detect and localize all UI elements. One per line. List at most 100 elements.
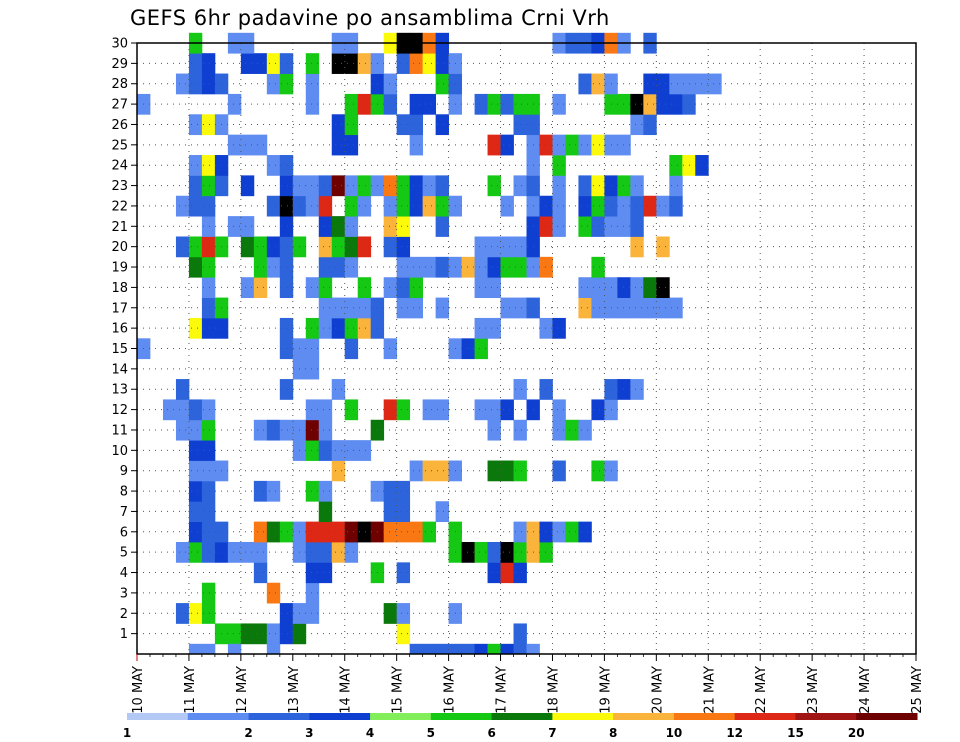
heatmap-cell bbox=[344, 216, 359, 237]
heatmap-cell bbox=[331, 379, 346, 400]
heatmap-cell bbox=[331, 236, 346, 258]
colorbar-label: 4 bbox=[366, 726, 374, 740]
colorbar-label: 5 bbox=[427, 726, 435, 740]
heatmap-cell bbox=[318, 297, 333, 319]
heatmap-cell bbox=[435, 53, 449, 74]
heatmap-cell bbox=[591, 297, 605, 319]
x-tick-label: 23 MAY bbox=[806, 666, 821, 714]
heatmap-cell bbox=[357, 53, 372, 74]
heatmap-cell bbox=[318, 562, 333, 584]
heatmap-cell bbox=[357, 277, 372, 298]
heatmap-cell bbox=[279, 175, 294, 197]
heatmap-cell bbox=[630, 114, 644, 136]
heatmap-cell bbox=[201, 175, 216, 197]
heatmap-cell bbox=[513, 114, 527, 136]
heatmap-cell bbox=[396, 399, 411, 421]
heatmap-cell bbox=[240, 134, 255, 156]
y-tick-label: 23 bbox=[111, 179, 128, 194]
heatmap-cell bbox=[201, 419, 216, 441]
heatmap-cell bbox=[461, 338, 475, 360]
y-tick-label: 13 bbox=[111, 383, 128, 398]
heatmap-cell bbox=[630, 216, 644, 237]
heatmap-cell bbox=[318, 521, 333, 543]
heatmap-cell bbox=[409, 114, 424, 136]
heatmap-cell bbox=[643, 73, 657, 95]
colorbar-segment bbox=[673, 713, 736, 720]
heatmap-cell bbox=[396, 236, 411, 258]
heatmap-cell bbox=[669, 73, 683, 95]
heatmap-cell bbox=[175, 379, 190, 400]
heatmap-cell bbox=[305, 521, 320, 543]
heatmap-cell bbox=[240, 216, 255, 237]
y-tick-label: 1 bbox=[120, 627, 128, 642]
heatmap-cell bbox=[656, 195, 670, 217]
heatmap-cell bbox=[617, 297, 631, 319]
heatmap-cell bbox=[422, 460, 437, 482]
heatmap-cell bbox=[201, 155, 216, 176]
heatmap-cell bbox=[396, 256, 411, 278]
heatmap-cell bbox=[435, 460, 449, 482]
heatmap-cell bbox=[188, 317, 203, 339]
heatmap-cell bbox=[383, 277, 398, 298]
heatmap-cell bbox=[630, 93, 644, 115]
heatmap-cell bbox=[305, 603, 320, 624]
colorbar-label: 3 bbox=[305, 726, 313, 740]
heatmap-cell bbox=[266, 256, 281, 278]
heatmap-cell bbox=[565, 419, 579, 441]
heatmap-cell bbox=[669, 175, 683, 197]
colorbar-segment bbox=[795, 713, 857, 720]
heatmap-cell bbox=[708, 73, 722, 95]
x-tick-label: 16 MAY bbox=[443, 666, 458, 714]
heatmap-cell bbox=[318, 419, 333, 441]
heatmap-cell bbox=[396, 480, 411, 502]
heatmap-cell bbox=[201, 297, 216, 319]
x-tick-label: 15 MAY bbox=[391, 666, 406, 714]
heatmap-cell bbox=[240, 236, 255, 258]
heatmap-cell bbox=[552, 175, 566, 197]
heatmap-cell bbox=[383, 501, 398, 523]
heatmap-cell bbox=[539, 317, 553, 339]
heatmap-cell bbox=[357, 440, 372, 461]
heatmap-cells bbox=[137, 32, 722, 654]
heatmap-cell bbox=[578, 419, 592, 441]
y-tick-label: 24 bbox=[111, 159, 128, 174]
y-tick-label: 15 bbox=[111, 342, 128, 357]
heatmap-cell bbox=[487, 256, 501, 278]
x-tick-label: 22 MAY bbox=[754, 666, 769, 714]
heatmap-cell bbox=[266, 236, 281, 258]
heatmap-cell bbox=[318, 440, 333, 461]
heatmap-cell bbox=[383, 338, 398, 360]
heatmap-cell bbox=[318, 317, 333, 339]
heatmap-cell bbox=[669, 195, 683, 217]
x-tick-label: 19 MAY bbox=[598, 666, 613, 714]
heatmap-cell bbox=[682, 155, 696, 176]
heatmap-cell bbox=[188, 195, 203, 217]
heatmap-cell bbox=[305, 277, 320, 298]
heatmap-cell bbox=[487, 399, 501, 421]
heatmap-cell bbox=[422, 93, 437, 115]
heatmap-cell bbox=[279, 338, 294, 360]
heatmap-cell bbox=[344, 236, 359, 258]
heatmap-cell bbox=[422, 53, 437, 74]
heatmap-cell bbox=[175, 419, 190, 441]
heatmap-cell bbox=[188, 501, 203, 523]
colorbar-label: 2 bbox=[244, 726, 252, 740]
heatmap-cell bbox=[188, 480, 203, 502]
heatmap-cell bbox=[500, 134, 514, 156]
heatmap-cell bbox=[357, 195, 372, 217]
colorbar-segment bbox=[248, 713, 310, 720]
heatmap-cell bbox=[487, 643, 501, 654]
colorbar-segment bbox=[552, 713, 614, 720]
heatmap-cell bbox=[201, 460, 216, 482]
heatmap-cell bbox=[383, 73, 398, 95]
heatmap-cell bbox=[409, 195, 424, 217]
heatmap-cell bbox=[487, 236, 501, 258]
heatmap-cell bbox=[331, 114, 346, 136]
heatmap-cell bbox=[175, 73, 190, 95]
heatmap-cell bbox=[552, 399, 566, 421]
heatmap-cell bbox=[253, 134, 268, 156]
heatmap-cell bbox=[279, 419, 294, 441]
heatmap-cell bbox=[266, 623, 281, 645]
heatmap-cell bbox=[422, 195, 437, 217]
heatmap-cell bbox=[552, 93, 566, 115]
